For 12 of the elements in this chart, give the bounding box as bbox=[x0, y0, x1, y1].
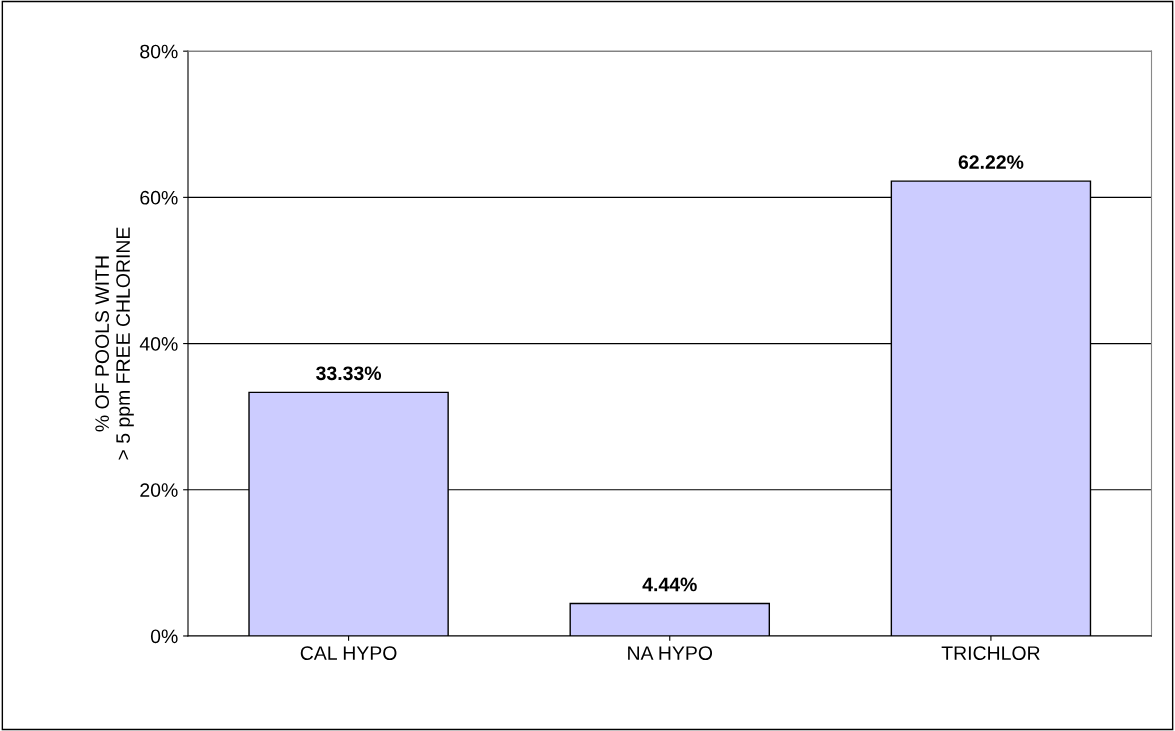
data-label: 33.33% bbox=[316, 366, 382, 381]
y-tick-label: 20% bbox=[140, 483, 178, 498]
y-tick-label: 0% bbox=[150, 629, 178, 644]
data-label: 62.22% bbox=[958, 155, 1024, 169]
x-tick-label: TRICHLOR bbox=[941, 646, 1040, 660]
x-tick-label: CAL HYPO bbox=[300, 646, 397, 660]
data-label: 4.44% bbox=[642, 577, 697, 592]
y-tick-label: 80% bbox=[140, 44, 178, 59]
y-tick-label: 60% bbox=[140, 190, 178, 205]
y-axis-title: % OF POOLS WITH > 5 ppm FREE CHLORINE bbox=[95, 227, 134, 460]
y-tick-label: 40% bbox=[139, 337, 178, 351]
x-tick-label: NA HYPO bbox=[628, 646, 713, 660]
